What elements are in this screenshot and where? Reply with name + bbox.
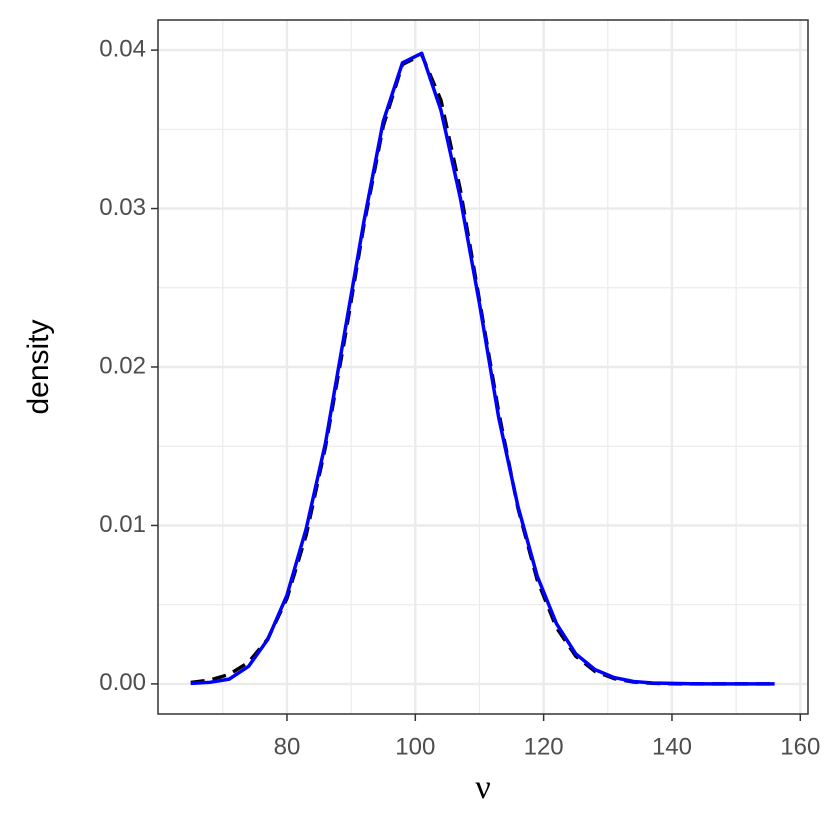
y-tick-label: 0.04 xyxy=(99,35,146,62)
y-tick-label: 0.01 xyxy=(99,511,146,538)
lines xyxy=(190,51,775,686)
x-tick-label: 80 xyxy=(274,733,301,760)
x-tick-label: 100 xyxy=(395,733,435,760)
x-tick-label: 140 xyxy=(652,733,692,760)
x-axis-title: ν xyxy=(475,769,490,806)
density-line xyxy=(190,51,775,686)
x-tick-label: 120 xyxy=(524,733,564,760)
y-tick-label: 0.00 xyxy=(99,669,146,696)
y-tick-label: 0.02 xyxy=(99,352,146,379)
y-tick-label: 0.03 xyxy=(99,194,146,221)
y-axis-title: density xyxy=(22,319,55,414)
x-tick-label: 160 xyxy=(780,733,820,760)
axes: 80 100 120 140 160 0.00 0.01 0.02 0.03 0.04 xyxy=(99,35,820,760)
